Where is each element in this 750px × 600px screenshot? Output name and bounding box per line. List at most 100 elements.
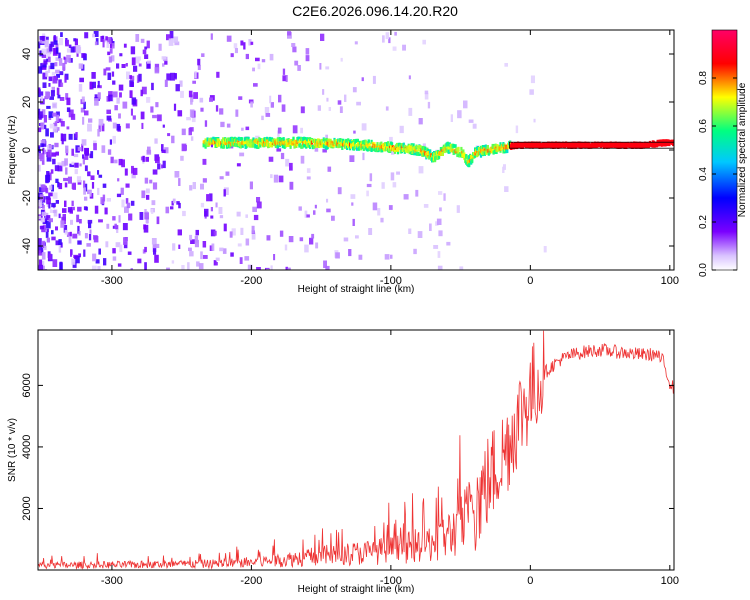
spectrogram-cell — [266, 136, 269, 141]
spectrogram-cell — [47, 149, 52, 158]
spectrogram-cell — [67, 207, 72, 213]
spectrogram-cell — [69, 231, 72, 237]
spectrogram-cell — [188, 90, 193, 98]
spectrogram-cell — [39, 183, 42, 189]
spectrogram-cell — [116, 97, 120, 104]
spectrogram-cell — [530, 75, 535, 84]
spectrogram-cell — [278, 175, 284, 183]
spectrogram-cell — [82, 154, 85, 159]
spectrogram-cell — [252, 67, 255, 72]
spectrogram-cell — [84, 165, 88, 172]
spectrogram-cell — [120, 187, 124, 195]
spectrogram-cell — [65, 167, 68, 175]
spectrogram-cell — [200, 107, 204, 112]
spectrogram-cell — [49, 209, 53, 213]
spectrogram-cell — [408, 75, 411, 80]
spectrogram-cell — [436, 218, 442, 225]
spectrogram-cell — [320, 33, 325, 41]
snr-y-tick-label: 6000 — [21, 373, 33, 397]
spectrogram-cell — [352, 218, 355, 226]
spectrogram-cell — [373, 142, 376, 147]
spectrogram-cell — [164, 147, 169, 154]
spectrogram-cell — [84, 147, 89, 155]
spectrogram-cell — [325, 137, 328, 142]
spectrogram-cell — [338, 141, 341, 146]
spectrogram-cell — [74, 169, 78, 175]
spectrogram-cell — [110, 43, 115, 49]
spectrogram-cell — [237, 243, 242, 247]
spectrogram-cell — [291, 43, 296, 47]
spectrogram-cell — [287, 267, 291, 270]
spectrogram-cell — [83, 187, 86, 195]
spectrogram-cell — [76, 176, 82, 183]
spectrogram-cell — [257, 63, 261, 70]
spectrogram-cell — [285, 75, 288, 82]
spectrogram-cell — [204, 120, 208, 127]
spectrogram-cell — [39, 225, 45, 230]
spectrogram-cell — [162, 63, 165, 67]
spectrogram-cell — [173, 36, 179, 43]
spectrogram-cell — [56, 127, 60, 131]
spectrogram-cell — [222, 248, 227, 254]
spectrogram-cell — [52, 192, 58, 199]
spectrogram-cell — [248, 99, 254, 104]
snr-y-tick-label: 4000 — [21, 435, 33, 459]
spectrogram-cell — [58, 52, 61, 59]
spectrogram-cell — [71, 161, 74, 165]
spectrogram-cell — [51, 202, 56, 208]
spectrogram-cell — [101, 123, 105, 132]
spectrogram-cell — [417, 147, 420, 152]
spectrogram-cell — [144, 212, 149, 220]
spectrogram-cell — [329, 143, 332, 148]
spectrogram-x-tick-label: -300 — [101, 275, 123, 287]
spectrogram-cell — [144, 177, 149, 184]
spectrogram-cell — [132, 167, 138, 175]
spectrogram-cell — [44, 124, 47, 129]
spectrogram-cell — [478, 151, 482, 156]
spectrogram-cell — [112, 248, 116, 254]
spectrogram-cell — [137, 258, 142, 264]
snr-panel: -300 -200 -100 0 100 2000 4000 6000 Height of … — [7, 329, 679, 595]
spectrogram-cell — [71, 258, 76, 265]
spectrogram-cell — [62, 208, 67, 213]
spectrogram-cell — [146, 97, 151, 103]
spectrogram-cell — [304, 244, 309, 253]
spectrogram-cell — [117, 178, 120, 182]
spectrogram-cell — [269, 95, 272, 104]
spectrogram-cell — [356, 138, 359, 143]
spectrogram-cell — [402, 142, 405, 147]
spectrogram-cell — [46, 215, 51, 221]
spectrogram-cell — [46, 92, 51, 99]
spectrogram-cell — [131, 57, 136, 66]
spectrogram-cell — [194, 235, 199, 243]
spectrogram-cell — [270, 143, 274, 148]
spectrogram-cell — [468, 119, 474, 123]
spectrogram-cell — [326, 198, 329, 203]
spectrogram-cell — [380, 217, 384, 223]
spectrogram-cell — [471, 159, 474, 164]
spectrogram-cell — [276, 144, 279, 149]
spectrogram-cell — [103, 68, 107, 76]
spectrogram-cell — [199, 97, 204, 103]
spectrogram-cell — [164, 79, 168, 87]
spectrogram-cell — [42, 205, 45, 209]
spectrogram-cell — [64, 229, 68, 235]
spectrogram-cell — [212, 136, 215, 141]
spectrogram-cell — [55, 240, 60, 246]
spectrogram-cell — [215, 257, 220, 261]
spectrogram-cell — [44, 215, 48, 224]
spectrogram-cell — [40, 140, 46, 144]
spectrogram-cell — [145, 188, 150, 194]
spectrogram-cell — [43, 60, 48, 65]
spectrogram-cell — [415, 189, 419, 197]
spectrogram-cell — [460, 146, 463, 151]
colorbar-tick-label: 0.2 — [698, 215, 709, 229]
spectrogram-cell — [151, 200, 156, 206]
spectrogram-cell — [210, 207, 213, 212]
spectrogram-cell — [418, 118, 423, 125]
spectrogram-cell — [194, 71, 197, 79]
spectrogram-cell — [278, 137, 281, 141]
spectrogram-cell — [106, 223, 110, 229]
spectrogram-cell — [305, 55, 310, 62]
spectrogram-cell — [98, 118, 104, 126]
